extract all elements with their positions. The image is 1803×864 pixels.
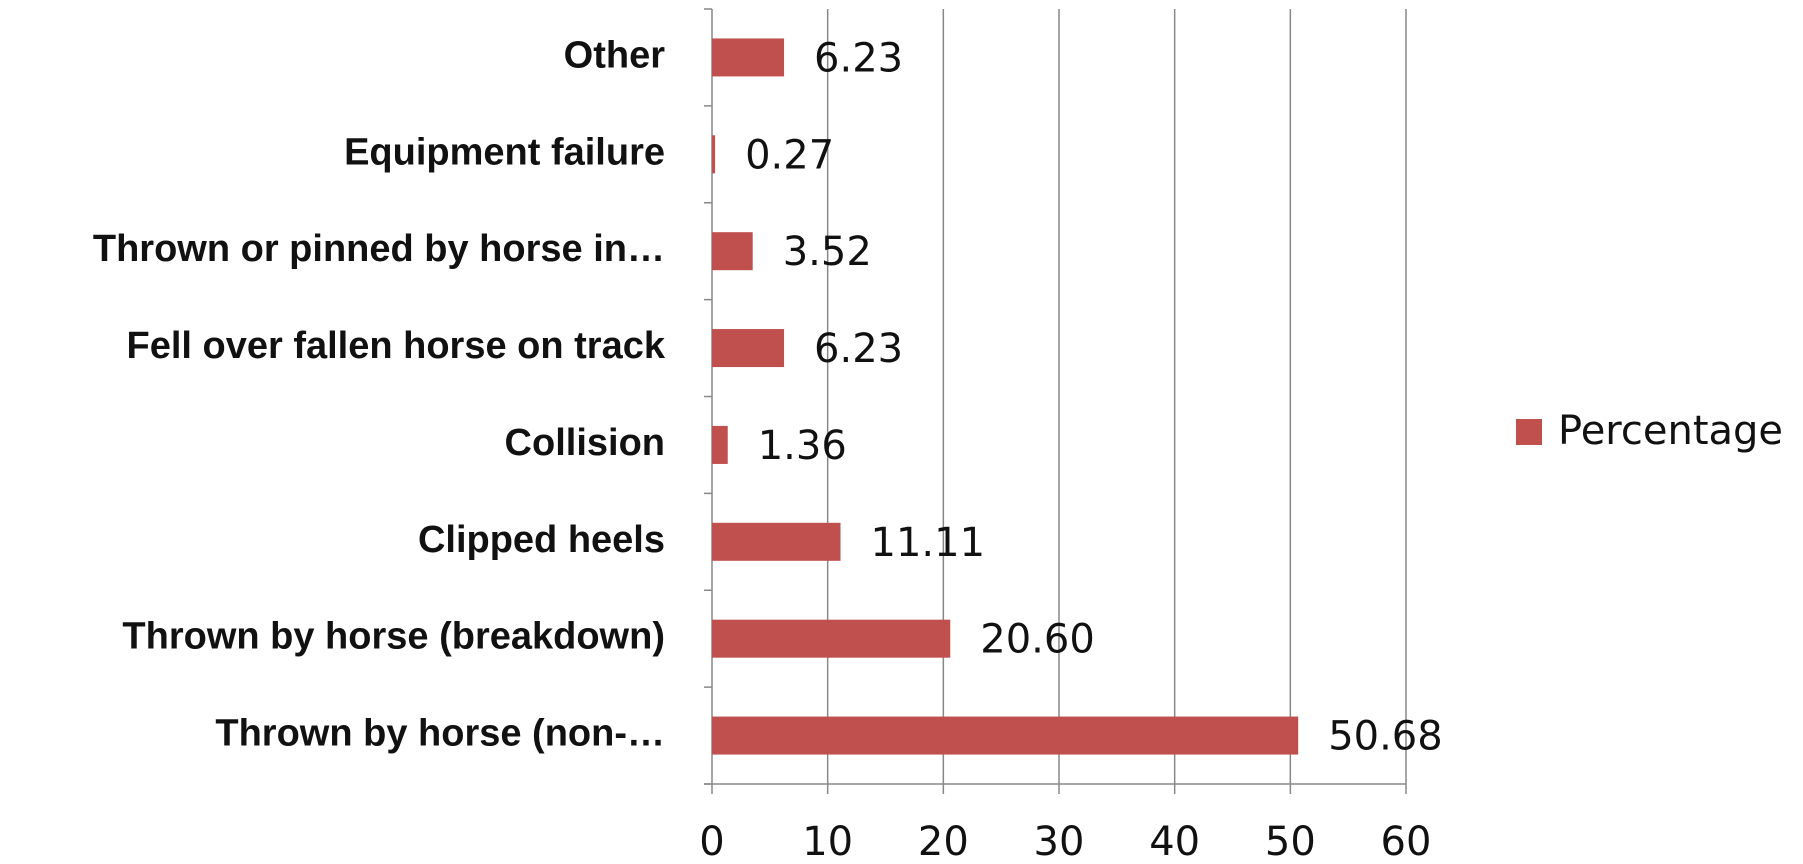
bar [712,522,841,561]
x-tick-label: 30 [1034,819,1085,864]
bar [712,425,728,464]
bar [712,329,785,368]
bar [712,135,716,174]
bar [712,619,951,658]
category-label: Other [564,34,666,76]
category-label: Thrown by horse (breakdown) [122,616,665,658]
x-tick-label: 40 [1149,819,1200,864]
bar [712,232,753,271]
legend-swatch [1516,419,1542,445]
category-label: Thrown or pinned by horse in… [93,228,665,270]
value-label: 20.60 [980,617,1095,663]
value-label: 1.36 [758,423,847,469]
x-tick-label: 10 [802,819,853,864]
legend-label: Percentage [1558,408,1783,454]
bar [712,716,1299,755]
category-label: Collision [505,422,665,464]
value-label: 11.11 [871,520,986,566]
value-label: 6.23 [814,326,903,372]
x-tick-label: 50 [1265,819,1316,864]
category-label: Fell over fallen horse on track [126,325,665,367]
value-label: 3.52 [783,229,872,275]
category-label: Clipped heels [418,519,665,561]
value-label: 6.23 [814,35,903,81]
x-tick-label: 20 [918,819,969,864]
bar [712,38,785,77]
x-tick-label: 60 [1381,819,1432,864]
category-label: Equipment failure [344,131,665,173]
value-label: 0.27 [745,132,834,178]
x-tick-label: 0 [699,819,724,864]
category-label: Thrown by horse (non-… [215,713,665,755]
value-label: 50.68 [1328,714,1443,760]
